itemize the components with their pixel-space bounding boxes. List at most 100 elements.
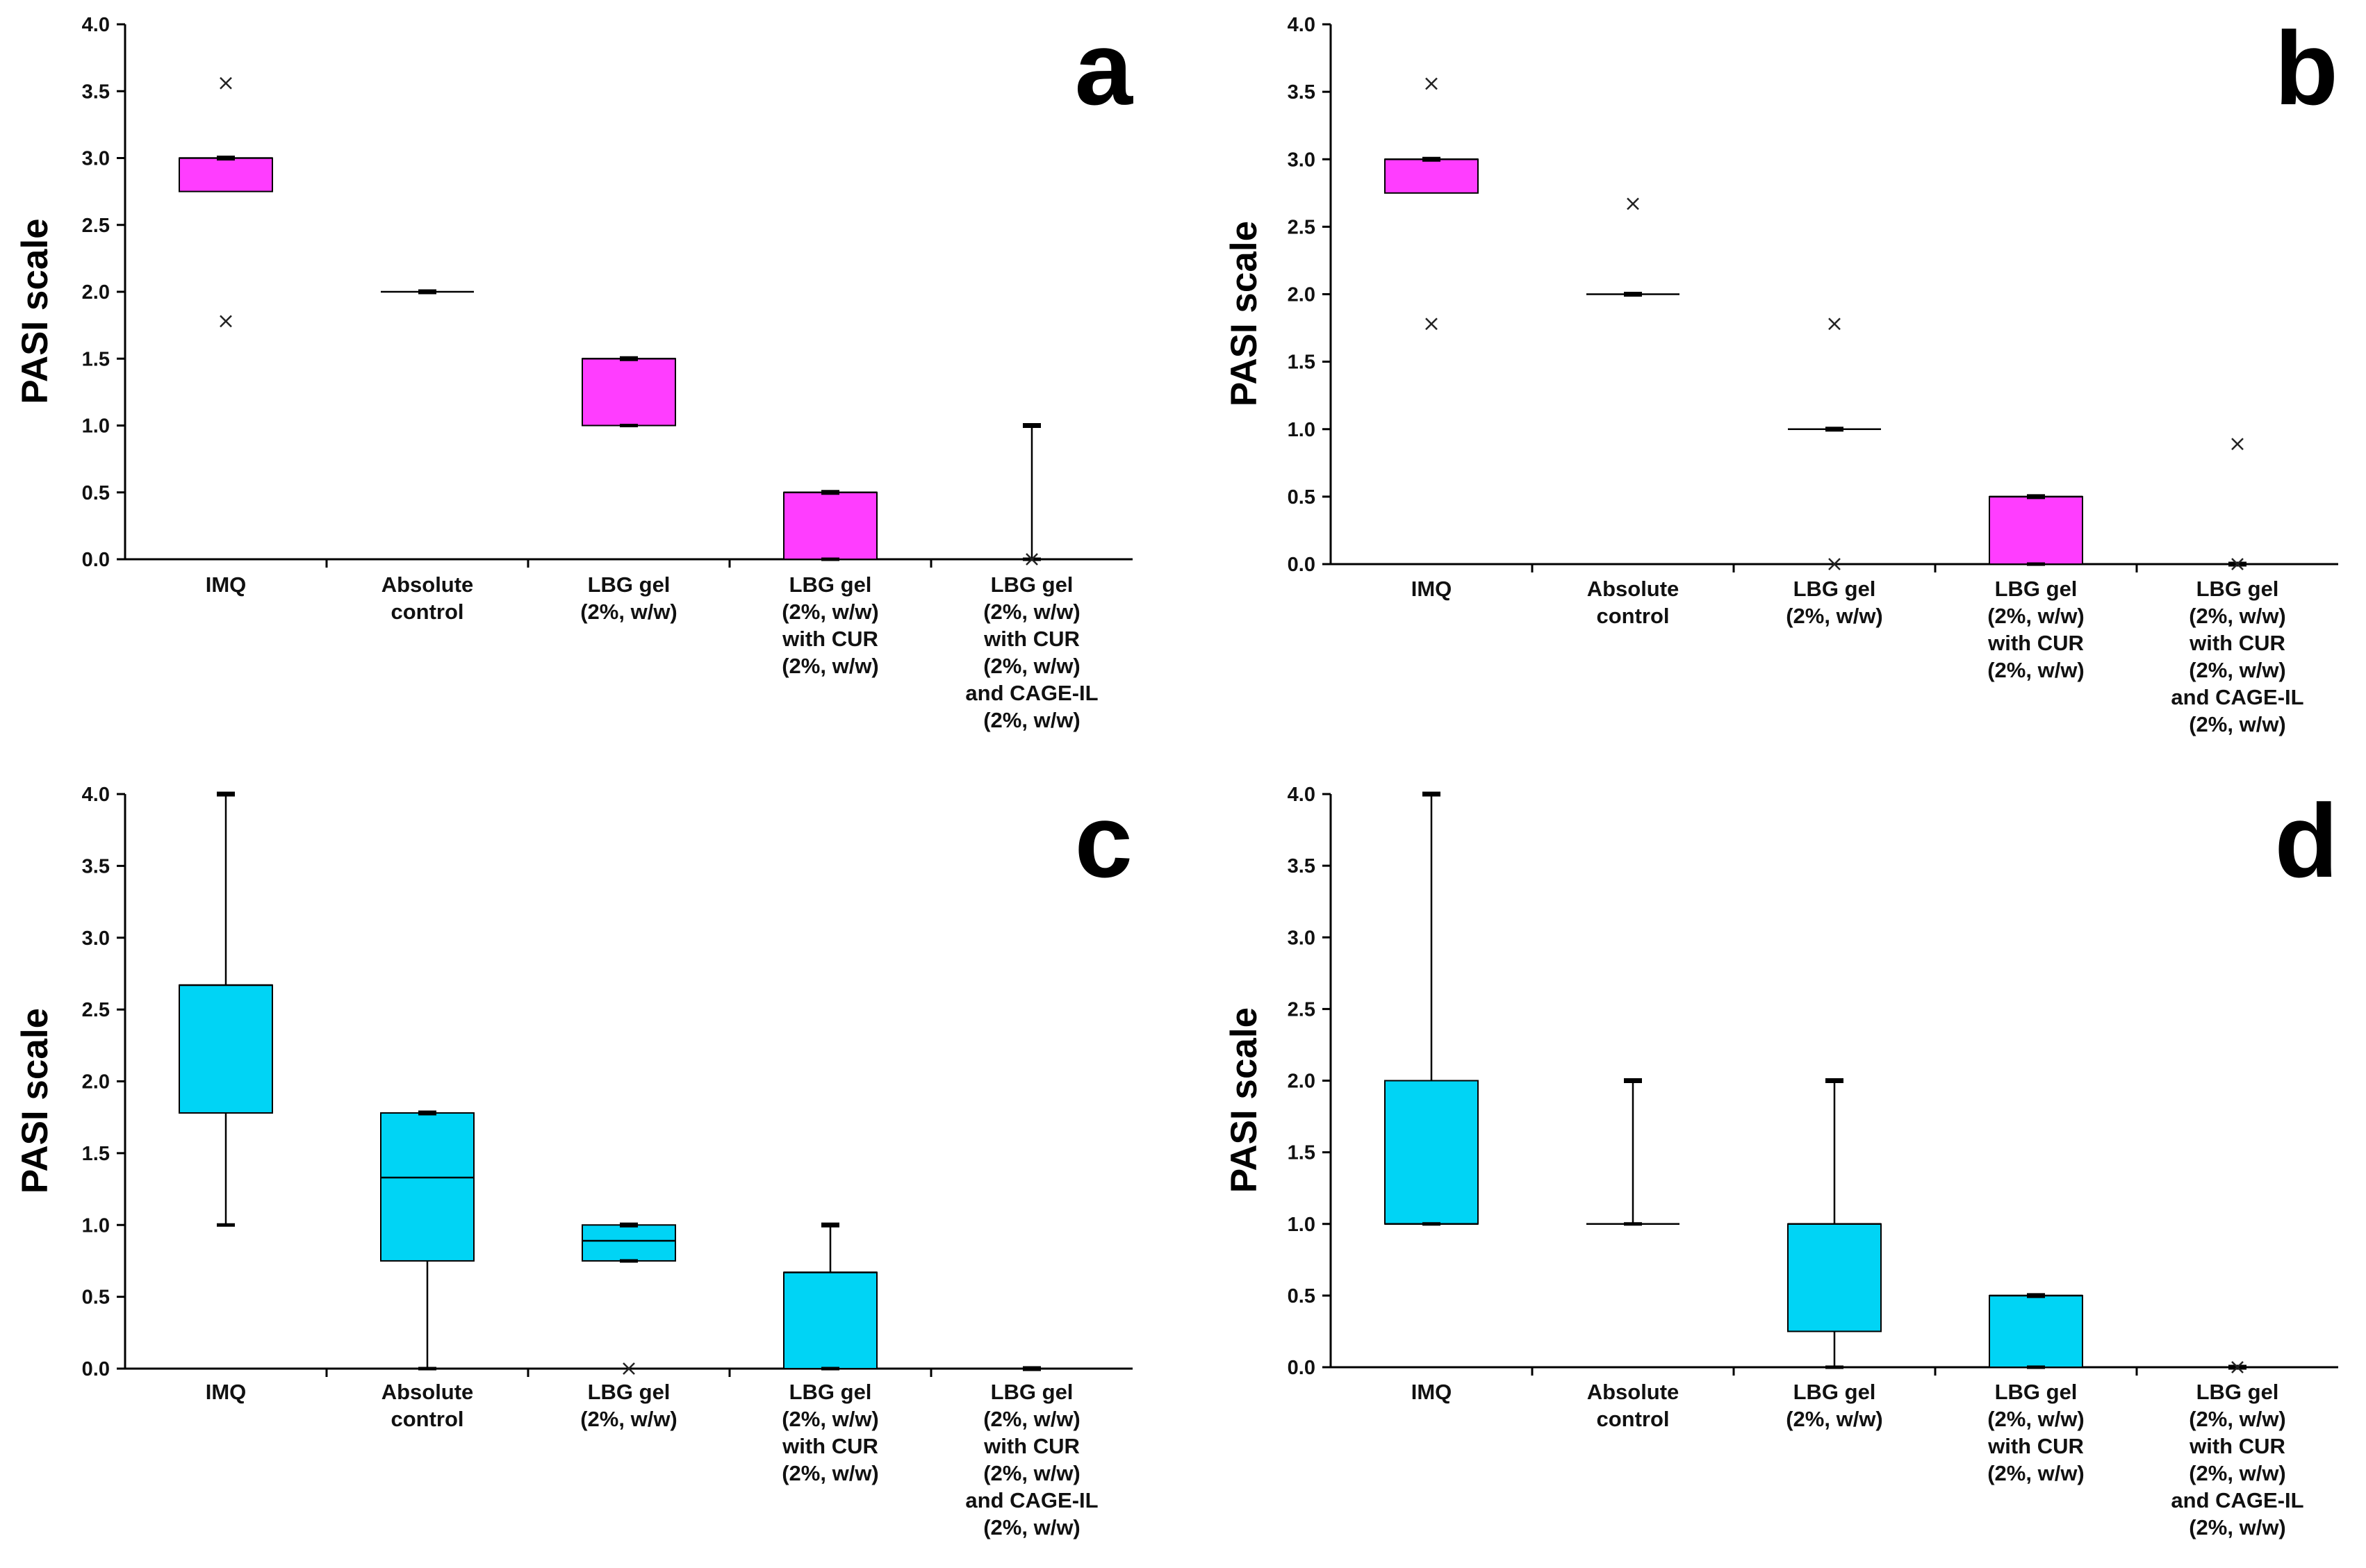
outlier-marker bbox=[623, 1362, 635, 1375]
category-label: Absolute control bbox=[1587, 577, 1679, 628]
y-tick-label: 3.5 bbox=[1288, 855, 1315, 877]
category-label: LBG gel (2%, w/w) bbox=[1786, 577, 1883, 628]
category-label: LBG gel (2%, w/w) bbox=[580, 1380, 677, 1431]
outlier-marker bbox=[1026, 553, 1038, 566]
category-label: LBG gel (2%, w/w) with CUR (2%, w/w) bbox=[1987, 1380, 2085, 1485]
box-body bbox=[582, 1224, 676, 1262]
box-4 bbox=[783, 1222, 878, 1371]
y-tick-label: 4.0 bbox=[1288, 784, 1315, 806]
category-label: LBG gel (2%, w/w) with CUR (2%, w/w) and CAG… bbox=[965, 572, 1098, 732]
outlier-marker bbox=[1828, 317, 1841, 331]
box-body bbox=[1989, 495, 2083, 565]
chart-panel-b: 0.0 0.5 1.0 1.5 2.0 2.5 3.0 3.5 4.0 IMQ Absolute co… bbox=[1224, 10, 2338, 736]
category-label: IMQ bbox=[206, 1380, 247, 1404]
category-label: IMQ bbox=[206, 572, 247, 597]
y-tick-label: 0.5 bbox=[82, 482, 110, 504]
panel-letter: d bbox=[2274, 782, 2338, 899]
outlier-marker bbox=[1828, 558, 1841, 570]
y-tick-label: 0.0 bbox=[82, 549, 110, 571]
chart-panel-d: 0.0 0.5 1.0 1.5 2.0 2.5 3.0 3.5 4.0 IMQ Absolute co… bbox=[1224, 782, 2338, 1540]
y-tick-label: 0.0 bbox=[1288, 1357, 1315, 1379]
y-tick-label: 0.0 bbox=[82, 1358, 110, 1380]
outlier-marker bbox=[2231, 1361, 2244, 1373]
category-label: LBG gel (2%, w/w) with CUR (2%, w/w) bbox=[782, 1380, 879, 1485]
outlier-marker bbox=[1425, 77, 1438, 90]
y-tick-label: 2.0 bbox=[82, 1071, 110, 1094]
category-label: Absolute control bbox=[381, 1380, 474, 1431]
y-tick-label: 3.0 bbox=[82, 927, 110, 950]
box-body bbox=[380, 1112, 475, 1262]
box-1 bbox=[1384, 791, 1479, 1226]
y-tick-label: 1.0 bbox=[82, 1214, 110, 1237]
box-4 bbox=[1989, 494, 2083, 566]
category-label: Absolute control bbox=[1587, 1380, 1679, 1431]
chart-panel-a: 0.0 0.5 1.0 1.5 2.0 2.5 3.0 3.5 4.0 IMQ Absolute co… bbox=[15, 10, 1134, 732]
y-tick-label: 4.0 bbox=[82, 784, 110, 806]
y-tick-label: 2.0 bbox=[1288, 284, 1315, 306]
y-tick-label: 1.0 bbox=[82, 415, 110, 438]
category-label: LBG gel (2%, w/w) bbox=[1786, 1380, 1883, 1431]
y-tick-label: 1.5 bbox=[1288, 1142, 1315, 1164]
y-tick-label: 4.0 bbox=[1288, 14, 1315, 36]
box-body bbox=[179, 984, 273, 1114]
box-body bbox=[582, 358, 676, 427]
box-5 bbox=[2191, 438, 2284, 570]
box-4 bbox=[783, 490, 878, 561]
box-1 bbox=[179, 791, 273, 1227]
category-label: LBG gel (2%, w/w) with CUR (2%, w/w) bbox=[782, 572, 879, 678]
y-tick-label: 2.5 bbox=[82, 999, 110, 1021]
y-tick-label: 1.0 bbox=[1288, 419, 1315, 441]
box-2 bbox=[1586, 1078, 1679, 1226]
outlier-marker bbox=[220, 315, 232, 328]
y-tick-label: 2.0 bbox=[1288, 1071, 1315, 1093]
box-2 bbox=[380, 1110, 475, 1371]
y-axis-title: PASI scale bbox=[1224, 1007, 1265, 1193]
box-body bbox=[1384, 1080, 1479, 1225]
category-label: LBG gel (2%, w/w) with CUR (2%, w/w) and CAG… bbox=[2171, 577, 2303, 736]
y-tick-label: 2.5 bbox=[1288, 216, 1315, 238]
y-tick-label: 0.0 bbox=[1288, 554, 1315, 576]
y-tick-label: 3.5 bbox=[82, 81, 110, 103]
box-1 bbox=[179, 76, 273, 328]
box-3 bbox=[1787, 1078, 1882, 1369]
y-tick-label: 1.5 bbox=[1288, 352, 1315, 374]
category-label: LBG gel (2%, w/w) bbox=[580, 572, 677, 624]
panel-letter: b bbox=[2274, 10, 2338, 126]
box-body bbox=[1384, 158, 1479, 194]
box-2 bbox=[1586, 197, 1679, 297]
y-tick-label: 3.5 bbox=[82, 855, 110, 877]
y-tick-label: 2.5 bbox=[1288, 998, 1315, 1021]
box-5 bbox=[985, 423, 1078, 566]
box-5 bbox=[2191, 1361, 2284, 1373]
y-tick-label: 1.0 bbox=[1288, 1214, 1315, 1236]
box-body bbox=[1989, 1294, 2083, 1368]
box-1 bbox=[1384, 77, 1479, 331]
y-tick-label: 4.0 bbox=[82, 14, 110, 36]
box-body bbox=[783, 1271, 878, 1370]
y-axis-title: PASI scale bbox=[15, 1008, 56, 1194]
y-tick-label: 1.5 bbox=[82, 348, 110, 370]
category-label: IMQ bbox=[1411, 1380, 1452, 1404]
y-tick-label: 0.5 bbox=[82, 1287, 110, 1309]
y-tick-label: 2.0 bbox=[82, 281, 110, 304]
y-tick-label: 3.0 bbox=[1288, 927, 1315, 949]
y-tick-label: 1.5 bbox=[82, 1143, 110, 1165]
box-3 bbox=[582, 1222, 676, 1375]
outlier-marker bbox=[220, 76, 232, 90]
box-body bbox=[783, 491, 878, 560]
outlier-marker bbox=[2231, 558, 2244, 570]
y-tick-label: 2.5 bbox=[82, 215, 110, 237]
category-label: LBG gel (2%, w/w) with CUR (2%, w/w) bbox=[1987, 577, 2085, 682]
box-3 bbox=[582, 356, 676, 427]
panel-letter: a bbox=[1075, 10, 1134, 126]
y-tick-label: 0.5 bbox=[1288, 486, 1315, 509]
y-tick-label: 0.5 bbox=[1288, 1285, 1315, 1307]
y-tick-label: 3.0 bbox=[1288, 149, 1315, 171]
outlier-marker bbox=[1425, 317, 1438, 331]
box-body bbox=[179, 157, 273, 192]
y-axis-title: PASI scale bbox=[15, 218, 56, 404]
category-label: Absolute control bbox=[381, 572, 474, 624]
outlier-marker bbox=[2231, 438, 2244, 451]
box-body bbox=[1787, 1223, 1882, 1332]
